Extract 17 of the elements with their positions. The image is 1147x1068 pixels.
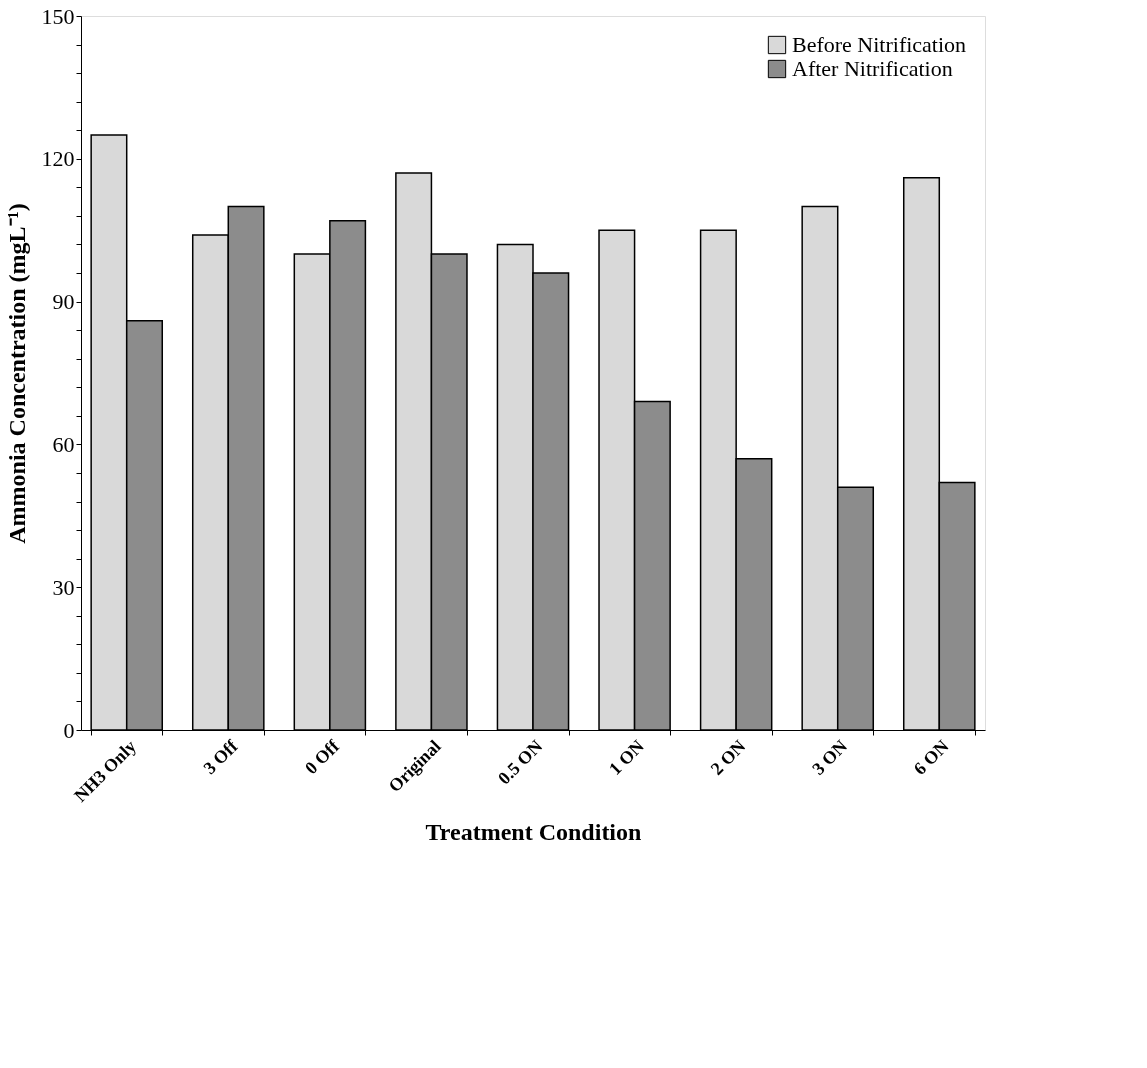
x-axis-title: Treatment Condition: [425, 818, 642, 845]
y-tick-label: 90: [52, 289, 75, 315]
legend-label: Before Nitrification: [792, 32, 967, 57]
y-axis-title: Ammonia Concentration (mgL⁻¹): [3, 203, 30, 544]
x-tick-label: 3 ON: [808, 736, 851, 779]
y-tick-label: 0: [63, 717, 75, 743]
x-tick-label: 1 ON: [605, 736, 648, 779]
y-tick-label: 30: [52, 574, 75, 600]
x-tick-label: 0 Off: [301, 735, 344, 779]
y-tick-label: 60: [52, 431, 75, 457]
y-tick-label: 120: [41, 146, 75, 172]
y-tick-label: 150: [41, 3, 75, 29]
x-tick-label: 6 ON: [909, 736, 953, 779]
legend-label: After Nitrification: [792, 56, 953, 81]
x-tick-label: 2 ON: [706, 736, 750, 779]
x-tick-label: 0.5 ON: [493, 736, 547, 789]
x-tick-label: 3 Off: [199, 735, 243, 779]
